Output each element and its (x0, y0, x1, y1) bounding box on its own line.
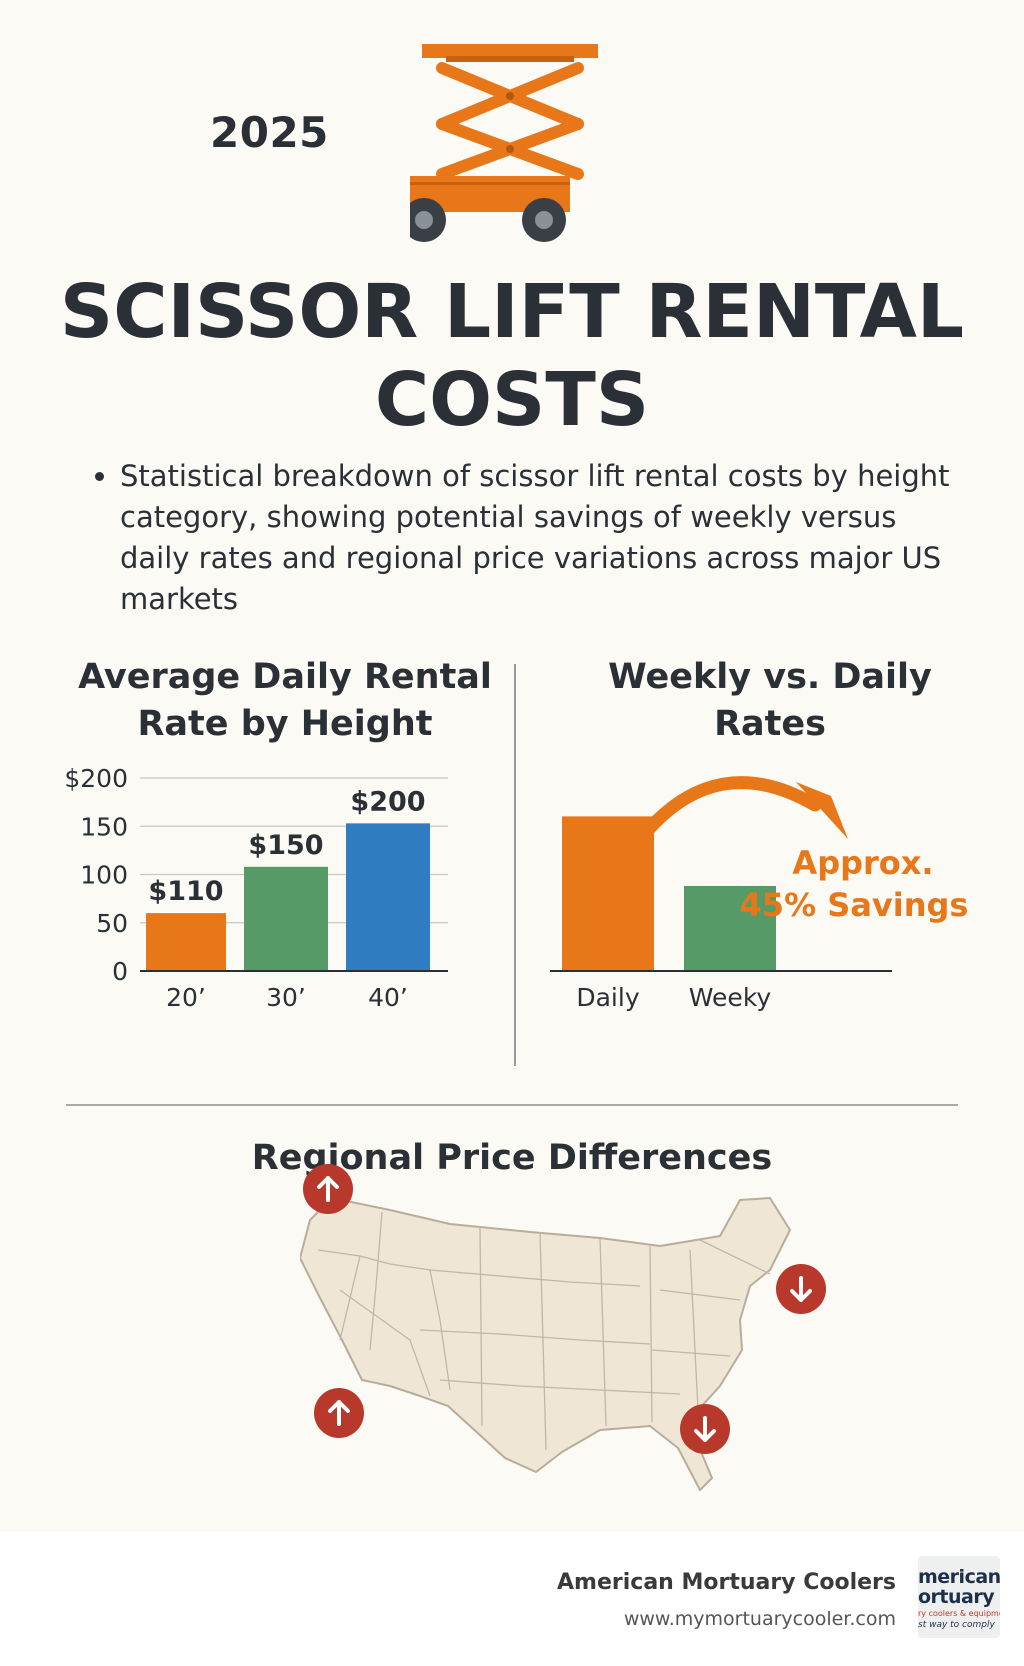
y-tick-label: $200 (64, 764, 128, 793)
us-map (300, 1197, 791, 1491)
vertical-divider (514, 664, 516, 1066)
horizontal-divider (66, 1104, 958, 1106)
brand-url: www.mymortuarycooler.com (623, 1608, 896, 1630)
arrow-down-icon (790, 1276, 812, 1302)
x-tick-label: 30’ (266, 983, 306, 1012)
arrow-up-icon (317, 1176, 339, 1202)
map-marker-northeast (776, 1264, 826, 1318)
map-marker-southern-california (314, 1388, 364, 1442)
page-title: SCISSOR LIFT RENTAL COSTS (59, 269, 965, 443)
bar-value-label: $150 (248, 830, 323, 861)
y-tick-label: 50 (96, 909, 128, 938)
map-marker-pacific-northwest (303, 1164, 353, 1218)
weekly-vs-daily-title: Weekly vs. Daily Rates (608, 657, 932, 744)
brand-name: American Mortuary Coolers (557, 1570, 896, 1595)
x-tick-label: Weeky (689, 983, 772, 1012)
savings-arrow-icon (641, 776, 822, 837)
savings-annotation-line2: 45% Savings (740, 886, 969, 924)
y-tick-label: 0 (112, 957, 128, 986)
map-marker-southeast (680, 1404, 730, 1458)
subtitle-text: Statistical breakdown of scissor lift re… (120, 456, 952, 620)
us-map-outline (300, 1197, 791, 1491)
map-title: Regional Price Differences (251, 1138, 773, 1178)
bar-daily (562, 816, 654, 971)
brand-logo: merican ortuary ry coolers & equipment s… (918, 1556, 1000, 1638)
x-tick-label: Daily (576, 983, 639, 1012)
x-tick-label: 20’ (166, 983, 206, 1012)
y-tick-label: 150 (80, 812, 128, 841)
bar-value-label: $110 (148, 876, 223, 907)
arrow-down-icon (694, 1416, 716, 1442)
x-tick-label: 40’ (368, 983, 408, 1012)
bar-value-label: $200 (350, 786, 425, 817)
bar-2 (244, 866, 328, 971)
footer (0, 1532, 1024, 1666)
rate-by-height-title: Average Daily Rental Rate by Height (78, 657, 492, 744)
bar-1 (146, 913, 226, 971)
year-label: 2025 (210, 108, 329, 157)
rate-by-height-chart: $110 $150 $200 $200 150 100 50 0 20’ 30’ 40’ (64, 764, 448, 1012)
arrow-up-icon (328, 1400, 350, 1426)
bar-3 (346, 823, 430, 971)
bar-weeky (684, 885, 776, 971)
subtitle-list: Statistical breakdown of scissor lift re… (92, 456, 952, 620)
y-tick-label: 100 (80, 861, 128, 890)
savings-annotation-line1: Approx. (792, 844, 933, 882)
scissor-lift-icon (410, 44, 598, 242)
savings-arrowhead-icon (796, 782, 848, 839)
weekly-vs-daily-chart: Daily Weeky Approx. 45% Savings (550, 776, 969, 1012)
